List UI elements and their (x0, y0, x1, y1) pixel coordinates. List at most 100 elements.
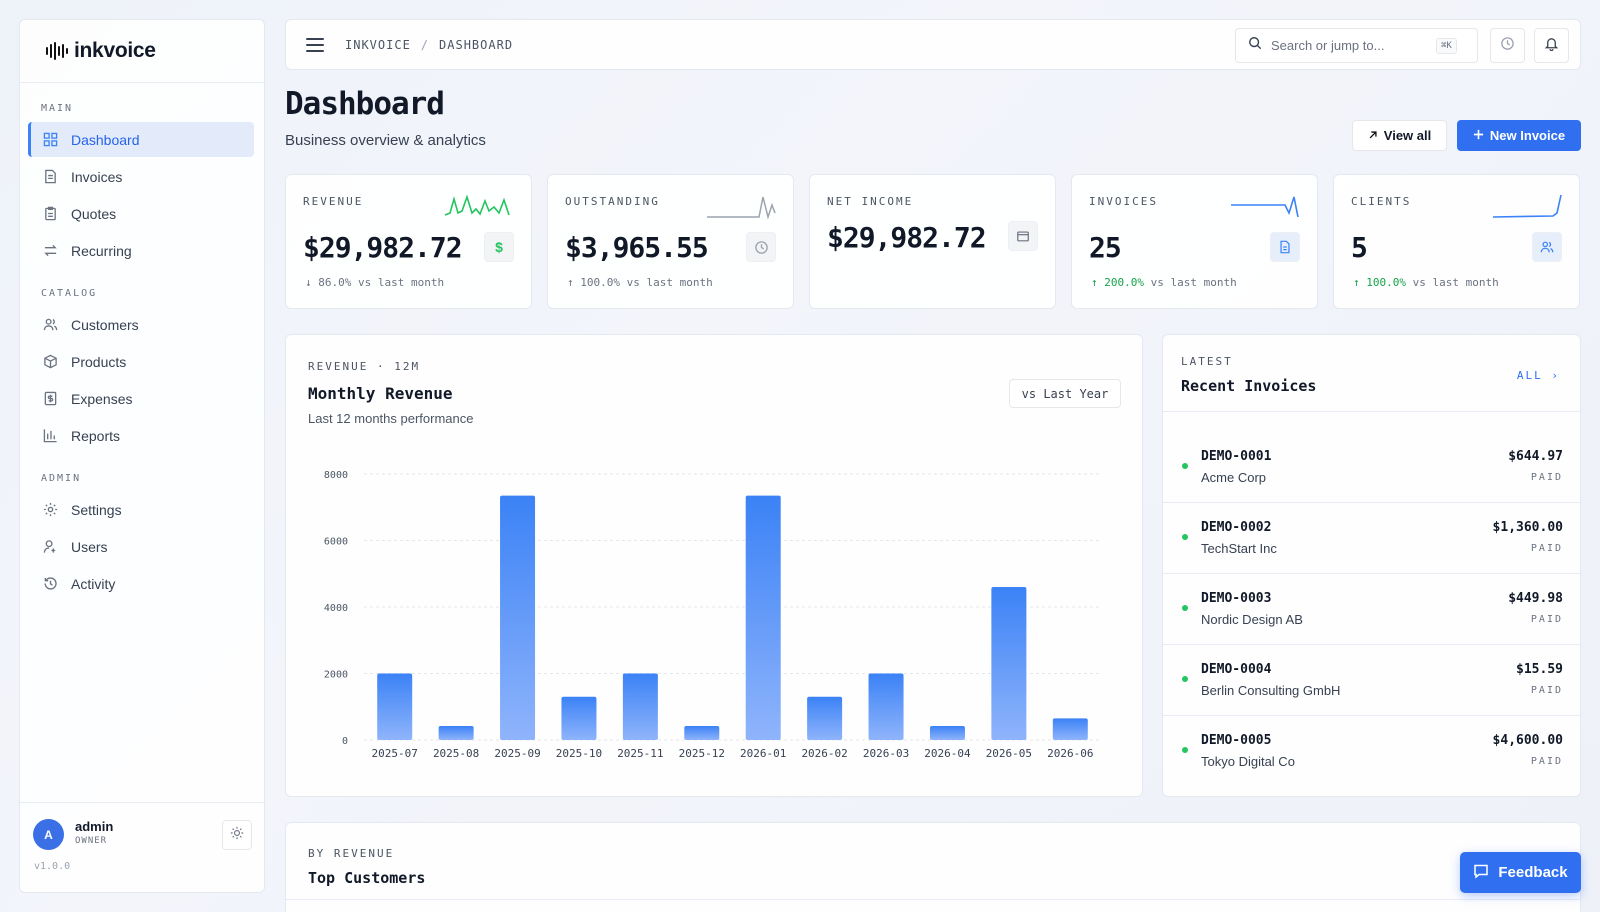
search-box[interactable]: ⌘K (1235, 28, 1478, 63)
invoice-row[interactable]: DEMO-0001 Acme Corp $644.97 PAID (1163, 432, 1580, 503)
sidebar-item-label: Activity (71, 575, 116, 592)
sidebar-item-dashboard[interactable]: Dashboard (28, 122, 254, 157)
invoice-row[interactable]: DEMO-0002 TechStart Inc $1,360.00 PAID (1163, 503, 1580, 574)
invoice-amount: $4,600.00 (1492, 733, 1563, 748)
recent-history-button[interactable] (1490, 28, 1525, 63)
status-badge: PAID (1530, 472, 1563, 483)
notifications-button[interactable] (1534, 28, 1569, 63)
kpi-label: INVOICES (1089, 195, 1158, 208)
nav-section-label: ADMIN (41, 473, 82, 484)
menu-toggle-icon[interactable] (306, 37, 324, 52)
revenue-bar-2026-01[interactable] (745, 495, 781, 740)
view-all-label: View all (1383, 128, 1432, 143)
bar-chart-icon (42, 428, 58, 444)
sidebar-item-users[interactable]: Users (28, 529, 254, 564)
view-all-invoices-link[interactable]: ALL › (1517, 369, 1560, 382)
compare-last-year-button[interactable]: vs Last Year (1009, 379, 1121, 408)
x-tick-label: 2025-09 (494, 747, 540, 760)
invoice-icon (42, 169, 58, 185)
invoice-row[interactable]: DEMO-0004 Berlin Consulting GmbH $15.59 … (1163, 645, 1580, 716)
sidebar-item-label: Users (71, 538, 108, 555)
x-tick-label: 2025-11 (617, 747, 663, 760)
sidebar-item-label: Reports (71, 427, 121, 444)
view-all-button[interactable]: View all (1352, 120, 1447, 151)
new-invoice-label: New Invoice (1489, 128, 1566, 143)
monthly-revenue-chart: 0 2000 4000 6000 8000 2025-07 2025-08 2025-09 20… (324, 470, 1101, 760)
revenue-bar-2025-11[interactable] (622, 673, 658, 741)
revenue-bar-2025-09[interactable] (500, 495, 536, 740)
card-eyebrow: REVENUE · 12M (308, 360, 421, 373)
sidebar-item-customers[interactable]: Customers (28, 307, 254, 342)
card-eyebrow: BY REVENUE (308, 847, 395, 860)
recent-invoices-card: LATEST Recent Invoices ALL › DEMO-0001 A… (1162, 334, 1581, 797)
revenue-bar-2025-10[interactable] (561, 696, 597, 740)
sidebar-item-quotes[interactable]: Quotes (28, 196, 254, 231)
nav-section-main: MAIN Dashboard Invoices Quotes Recurring (20, 103, 264, 268)
app-logo[interactable]: inkvoice (20, 20, 264, 83)
user-icon (42, 539, 58, 555)
card-title: Top Customers (308, 869, 426, 887)
kpi-card-invoices[interactable]: INVOICES 25 ↑ 200.0% vs last month (1071, 174, 1318, 309)
invoice-customer: Nordic Design AB (1201, 612, 1303, 627)
invoice-customer: TechStart Inc (1201, 541, 1277, 556)
kpi-card-revenue[interactable]: REVENUE $29,982.72 $ ↓ 86.0% vs last mon… (285, 174, 532, 309)
invoice-customer: Acme Corp (1201, 470, 1267, 485)
kpi-change: 100.0% (1366, 276, 1406, 289)
sidebar-item-label: Expenses (71, 390, 133, 407)
sidebar-item-settings[interactable]: Settings (28, 492, 254, 527)
sidebar-item-products[interactable]: Products (28, 344, 254, 379)
customers-icon (42, 317, 58, 333)
kpi-card-net-income[interactable]: NET INCOME $29,982.72 (809, 174, 1056, 309)
x-tick-label: 2025-10 (556, 747, 602, 760)
sidebar-item-recurring[interactable]: Recurring (28, 233, 254, 268)
clients-sparkline (1492, 194, 1562, 218)
feedback-button[interactable]: Feedback (1460, 852, 1581, 893)
x-tick-label: 2026-05 (986, 747, 1032, 760)
sidebar-item-activity[interactable]: Activity (28, 566, 254, 601)
app-version: v1.0.0 (34, 861, 71, 872)
revenue-bar-2026-03[interactable] (868, 673, 904, 741)
avatar[interactable]: A (33, 819, 64, 850)
revenue-bar-2026-06[interactable] (1052, 718, 1088, 740)
sidebar-item-invoices[interactable]: Invoices (28, 159, 254, 194)
sidebar-item-reports[interactable]: Reports (28, 418, 254, 453)
dashboard-icon (42, 132, 58, 148)
chevron-right-icon: › (1551, 369, 1560, 382)
kpi-trend: ↑ 100.0% vs last month (567, 276, 713, 289)
user-profile: A admin OWNER v1.0.0 (20, 802, 264, 892)
card-title: Recent Invoices (1181, 377, 1317, 395)
invoice-amount: $644.97 (1508, 449, 1563, 464)
revenue-bar-2025-07[interactable] (377, 673, 413, 741)
theme-toggle-button[interactable] (222, 820, 252, 850)
kpi-change: 86.0% (318, 276, 352, 289)
search-input[interactable] (1271, 38, 1436, 53)
revenue-bar-2026-04[interactable] (929, 726, 965, 740)
revenue-bar-2026-05[interactable] (991, 587, 1027, 740)
invoice-row[interactable]: DEMO-0005 Tokyo Digital Co $4,600.00 PAI… (1163, 716, 1580, 787)
kpi-value: 25 (1089, 231, 1122, 264)
new-invoice-button[interactable]: New Invoice (1457, 120, 1581, 151)
kpi-change-suffix: vs last month (358, 276, 445, 289)
breadcrumb-separator: / (420, 37, 430, 52)
revenue-bar-2026-02[interactable] (807, 696, 843, 740)
arrow-up-right-icon (1368, 128, 1378, 143)
sidebar-item-label: Dashboard (71, 131, 140, 148)
x-tick-label: 2026-03 (863, 747, 909, 760)
status-dot (1182, 534, 1188, 540)
revenue-bar-2025-12[interactable] (684, 726, 720, 740)
kpi-card-clients[interactable]: CLIENTS 5 ↑ 100.0% vs last month (1333, 174, 1580, 309)
x-tick-label: 2026-04 (924, 747, 971, 760)
kpi-card-outstanding[interactable]: OUTSTANDING $3,965.55 ↑ 100.0% vs last m… (547, 174, 794, 309)
status-badge: PAID (1530, 685, 1563, 696)
revenue-bar-2025-08[interactable] (438, 726, 474, 740)
kpi-change: 200.0% (1104, 276, 1144, 289)
sidebar-item-expenses[interactable]: Expenses (28, 381, 254, 416)
invoice-amount: $1,360.00 (1492, 520, 1563, 535)
plus-icon (1473, 128, 1484, 143)
breadcrumb-item-root[interactable]: INKVOICE (345, 37, 411, 52)
sidebar-item-label: Invoices (71, 168, 123, 185)
invoice-row[interactable]: DEMO-0003 Nordic Design AB $449.98 PAID (1163, 574, 1580, 645)
page-title: Dashboard (285, 86, 445, 122)
kpi-label: NET INCOME (827, 195, 914, 208)
kpi-change-suffix: vs last month (1412, 276, 1499, 289)
